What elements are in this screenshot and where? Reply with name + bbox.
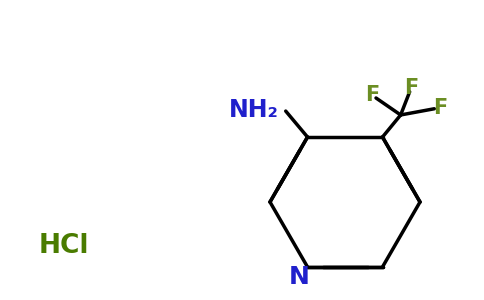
Text: NH₂: NH₂ [228, 98, 278, 122]
Text: F: F [365, 85, 379, 105]
Text: F: F [433, 98, 447, 118]
Text: HCl: HCl [39, 233, 89, 259]
Text: N: N [288, 266, 309, 290]
Text: F: F [404, 78, 418, 98]
